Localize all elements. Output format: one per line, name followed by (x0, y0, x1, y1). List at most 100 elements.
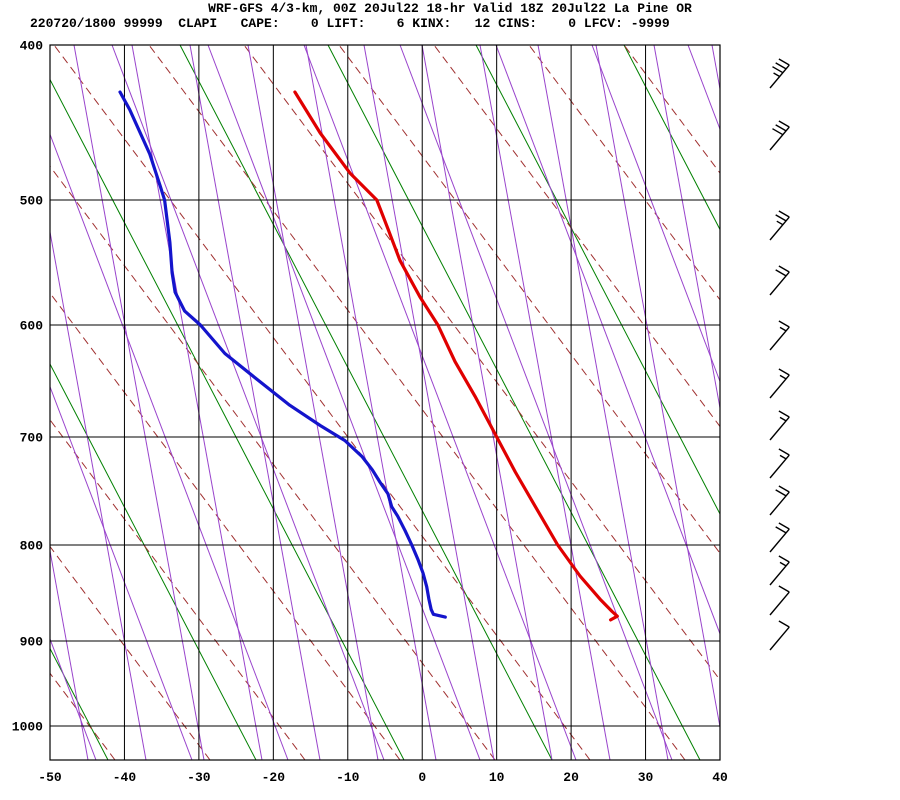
temp-tick-label: -30 (187, 770, 211, 785)
wind-barb-staff (769, 326, 790, 351)
saturation-adiabat-line (591, 45, 720, 383)
wind-barb (769, 485, 790, 516)
wind-barb-feather (778, 320, 790, 328)
mixing-ratio-line (189, 45, 321, 760)
mixing-ratio-line (0, 45, 30, 760)
wind-barb-column (769, 58, 790, 651)
saturation-adiabat-line (50, 385, 193, 760)
wind-barb-staff (769, 591, 790, 616)
saturation-adiabat-line (784, 45, 900, 760)
dry-adiabat-line (433, 45, 720, 428)
mixing-ratio-line (711, 45, 720, 92)
wind-barb (769, 210, 790, 241)
wind-barb (769, 522, 790, 553)
wind-barb-feather (778, 448, 790, 456)
wind-barb (769, 120, 790, 151)
dry-adiabat-line (50, 672, 116, 760)
wind-barb-feather (772, 128, 784, 136)
moist-adiabat-line (772, 45, 900, 760)
mixing-ratio-line (595, 45, 720, 730)
axis-labels: 400 500 600 700 800 900 1000 -50 -40 -30 -20 -10 0 10… (12, 39, 728, 786)
wind-barb (769, 58, 790, 89)
pressure-tick-label: 1000 (12, 720, 43, 735)
dry-adiabat-line (718, 45, 720, 48)
wind-barb-feather (778, 620, 790, 628)
dry-adiabat-line (623, 45, 720, 174)
wind-barb (769, 555, 790, 586)
wind-barb-feather (778, 120, 790, 128)
dry-adiabat-line (814, 45, 900, 760)
wind-barb-half-feather (779, 374, 787, 380)
saturation-adiabat-line (207, 45, 481, 760)
wind-barb-staff (769, 374, 790, 399)
wind-barb-feather (778, 585, 790, 593)
temp-tick-label: 30 (638, 770, 654, 785)
background-lines (0, 45, 900, 760)
wind-barb (769, 368, 790, 399)
moist-adiabat-line (623, 45, 720, 231)
wind-barb-staff (769, 271, 790, 296)
wind-barb-feather (778, 410, 790, 418)
wind-barb-half-feather (779, 561, 787, 567)
mixing-ratio-line (479, 45, 611, 760)
wind-barb-staff (769, 626, 790, 651)
moist-adiabat-line (475, 45, 720, 516)
wind-barb (769, 410, 790, 441)
temp-tick-label: -10 (336, 770, 360, 785)
wind-barb-half-feather (776, 220, 784, 226)
pressure-tick-label: 900 (20, 635, 44, 650)
wind-barb-feather (778, 58, 790, 66)
mixing-ratio-line (247, 45, 379, 760)
dry-adiabat-line (528, 45, 720, 301)
sounding-curves (118, 90, 619, 622)
mixing-ratio-line (653, 45, 720, 411)
wind-barb-half-feather (773, 72, 780, 78)
wind-barb-staff (769, 528, 790, 553)
mixing-ratio-line (50, 229, 147, 760)
pressure-tick-label: 500 (20, 194, 44, 209)
wind-barb-feather (778, 210, 790, 218)
dry-adiabat-line (53, 45, 591, 760)
wind-barb-feather (778, 265, 790, 273)
mixing-ratio-line (73, 45, 205, 760)
temp-tick-label: 0 (418, 770, 426, 785)
wind-barb (769, 620, 790, 651)
wind-barb (769, 448, 790, 479)
wind-barb-feather (778, 485, 790, 493)
wind-barb-feather (772, 66, 784, 74)
mixing-ratio-line (828, 45, 900, 760)
wind-barb-half-feather (779, 416, 787, 422)
dry-adiabat-line (50, 545, 211, 760)
saturation-adiabat-line (111, 45, 385, 760)
wind-barb (769, 585, 790, 616)
saturation-adiabat-line (495, 45, 720, 636)
mixing-ratio-line (363, 45, 495, 760)
wind-barb-feather (775, 62, 787, 70)
wind-barb-feather (778, 368, 790, 376)
pressure-tick-label: 700 (20, 431, 44, 446)
wind-barb-feather (778, 555, 790, 563)
mixing-ratio-line (421, 45, 553, 760)
wind-barb-staff (769, 454, 790, 479)
chart-params: 220720/1800 99999 CLAPI CAPE: 0 LIFT: 6 … (30, 16, 670, 31)
wind-barb-feather (775, 124, 787, 132)
moist-adiabat-line (50, 647, 109, 760)
chart-title: WRF-GFS 4/3-km, 00Z 20Jul22 18-hr Valid … (208, 1, 692, 16)
wind-barb (769, 265, 790, 296)
temp-tick-label: -20 (262, 770, 286, 785)
temp-tick-label: 40 (712, 770, 728, 785)
wind-barb-half-feather (779, 326, 787, 332)
temp-tick-label: -40 (113, 770, 137, 785)
wind-barb (769, 320, 790, 351)
temp-tick-label: 10 (489, 770, 505, 785)
dry-adiabat-line (0, 45, 20, 760)
temperature-curve (293, 90, 619, 622)
wind-barb-staff (769, 64, 790, 89)
temp-tick-label: 20 (563, 770, 579, 785)
wind-barb-staff (769, 126, 790, 151)
wind-barb-staff (769, 561, 790, 586)
pressure-tick-label: 800 (20, 539, 44, 554)
temp-tick-label: -50 (38, 770, 62, 785)
mixing-ratio-line (50, 548, 89, 760)
wind-barb-half-feather (779, 454, 787, 460)
